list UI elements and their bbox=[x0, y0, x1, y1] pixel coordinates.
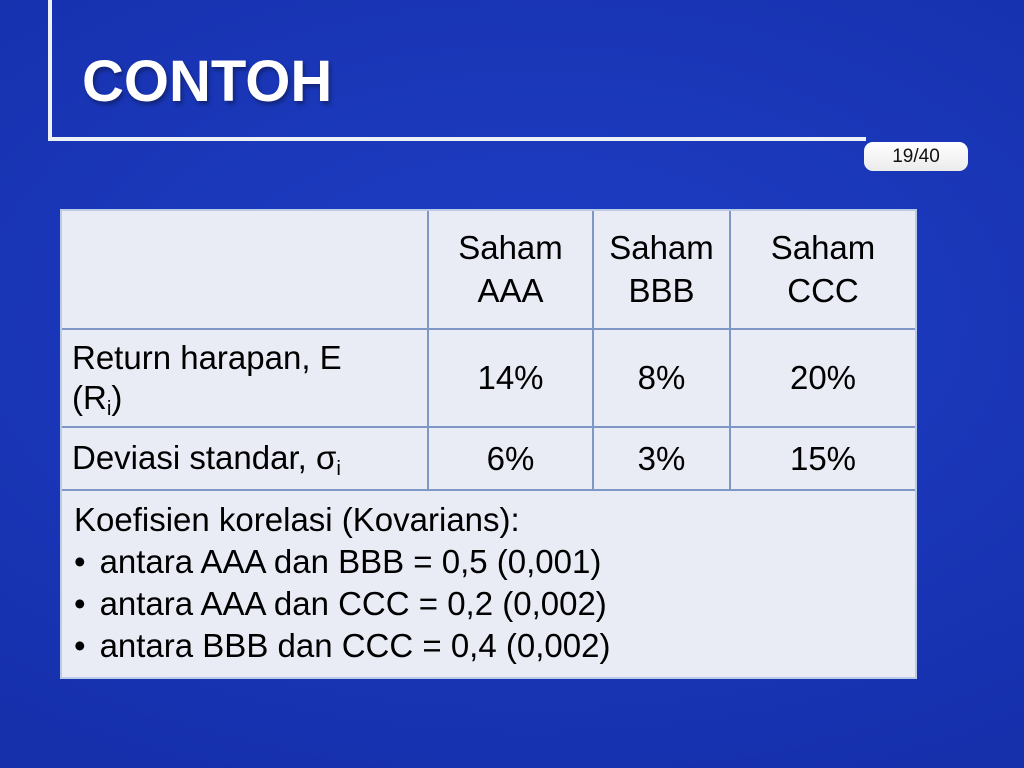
header-cell-empty bbox=[62, 211, 429, 330]
korelasi-item-aaa-ccc: antara AAA dan CCC = 0,2 (0,002) bbox=[99, 584, 607, 622]
header-cell-saham-aaa: Saham AAA bbox=[427, 211, 594, 330]
list-item: • antara AAA dan CCC = 0,2 (0,002) bbox=[74, 583, 905, 625]
page-title: CONTOH bbox=[82, 49, 333, 114]
subscript-i: i bbox=[336, 457, 341, 481]
list-item: • antara BBB dan CCC = 0,4 (0,002) bbox=[74, 625, 905, 667]
title-frame-vertical-line bbox=[48, 0, 52, 141]
subscript-i: i bbox=[106, 396, 112, 420]
bullet-icon: • bbox=[74, 584, 86, 622]
table-row: Deviasi standar, σi 6% 3% 15% bbox=[62, 426, 915, 491]
header-cell-saham-bbb: Saham BBB bbox=[592, 211, 731, 330]
cell-return-ccc: 20% bbox=[729, 328, 915, 428]
row-label-deviasi-standar: Deviasi standar, σi bbox=[62, 426, 429, 491]
page-number-badge: 19/40 bbox=[864, 142, 968, 171]
title-frame-horizontal-line bbox=[48, 137, 866, 141]
korelasi-cell: Koefisien korelasi (Kovarians): • antara… bbox=[62, 489, 915, 677]
cell-deviasi-ccc: 15% bbox=[729, 426, 915, 491]
korelasi-title: Koefisien korelasi (Kovarians): bbox=[74, 501, 520, 538]
header-cell-saham-ccc: Saham CCC bbox=[729, 211, 915, 330]
data-table: Saham AAA Saham BBB Saham CCC Return har… bbox=[62, 211, 915, 677]
cell-return-aaa: 14% bbox=[427, 328, 594, 428]
row-label-return-harapan: Return harapan, E (Ri) bbox=[62, 328, 429, 428]
table-row: Return harapan, E (Ri) 14% 8% 20% bbox=[62, 328, 915, 428]
bullet-icon: • bbox=[74, 542, 86, 580]
list-item: • antara AAA dan BBB = 0,5 (0,001) bbox=[74, 541, 905, 583]
table-footer-row: Koefisien korelasi (Kovarians): • antara… bbox=[62, 489, 915, 677]
data-table-container: Saham AAA Saham BBB Saham CCC Return har… bbox=[60, 209, 917, 679]
cell-return-bbb: 8% bbox=[592, 328, 731, 428]
korelasi-item-aaa-bbb: antara AAA dan BBB = 0,5 (0,001) bbox=[99, 542, 602, 580]
bullet-icon: • bbox=[74, 626, 86, 664]
cell-deviasi-bbb: 3% bbox=[592, 426, 731, 491]
korelasi-item-bbb-ccc: antara BBB dan CCC = 0,4 (0,002) bbox=[99, 626, 611, 664]
cell-deviasi-aaa: 6% bbox=[427, 426, 594, 491]
table-header-row: Saham AAA Saham BBB Saham CCC bbox=[62, 211, 915, 330]
page-number-text: 19/40 bbox=[892, 145, 940, 167]
